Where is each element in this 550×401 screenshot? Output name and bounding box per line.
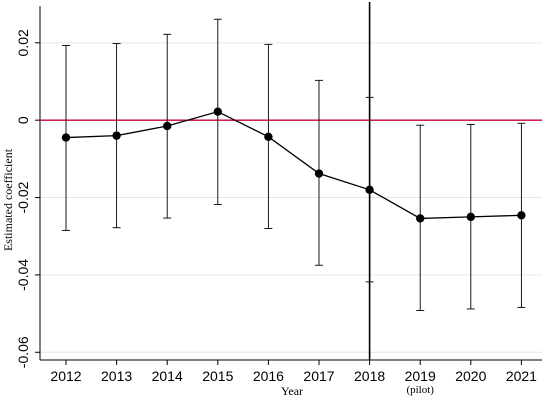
reference-lines — [40, 2, 542, 360]
x-tick-label-2012: 2012 — [50, 368, 81, 384]
y-tick-labels: 0.02 0 -0.02 -0.04 -0.06 — [15, 29, 40, 368]
y-tick-label-1: 0 — [15, 116, 31, 124]
point-2016 — [264, 132, 273, 142]
x-tick-labels: 2012 2013 2014 2015 2016 2017 2018 2019(pilot) 2… — [50, 360, 537, 396]
point-2014 — [163, 121, 172, 131]
point-2015 — [213, 107, 222, 116]
y-axis-label: Estimated coefficient — [1, 148, 15, 251]
x-tick-note-2019: (pilot) — [406, 384, 434, 396]
x-tick-label-2015: 2015 — [202, 368, 233, 384]
y-tick-label-3: -0.04 — [15, 259, 31, 291]
point-2020 — [466, 212, 475, 222]
x-tick-label-2016: 2016 — [253, 368, 284, 384]
series-line — [65, 110, 522, 220]
error-bars — [62, 18, 526, 311]
x-tick-label-2017: 2017 — [303, 368, 334, 384]
point-2021 — [517, 211, 526, 220]
estimate-line — [65, 110, 522, 220]
y-tick-label-4: -0.06 — [15, 336, 31, 368]
point-2013 — [112, 131, 121, 140]
point-2017 — [314, 169, 324, 178]
y-tick-label-2: -0.02 — [15, 181, 31, 213]
grid-lines — [40, 42, 542, 353]
point-2012 — [61, 133, 71, 142]
x-tick-label-2018: 2018 — [354, 368, 385, 384]
x-axis-label: Year — [281, 384, 303, 398]
y-tick-label-0: 0.02 — [15, 29, 31, 56]
data-points — [61, 107, 526, 223]
axes — [39, 6, 542, 361]
x-tick-label-2013: 2013 — [101, 368, 132, 384]
x-tick-label-2021: 2021 — [506, 368, 537, 384]
point-2018 — [365, 185, 374, 195]
point-2019 — [416, 214, 425, 223]
x-tick-label-2019: 2019 — [405, 368, 436, 384]
x-tick-label-2020: 2020 — [455, 368, 486, 384]
x-tick-label-2014: 2014 — [152, 368, 183, 384]
